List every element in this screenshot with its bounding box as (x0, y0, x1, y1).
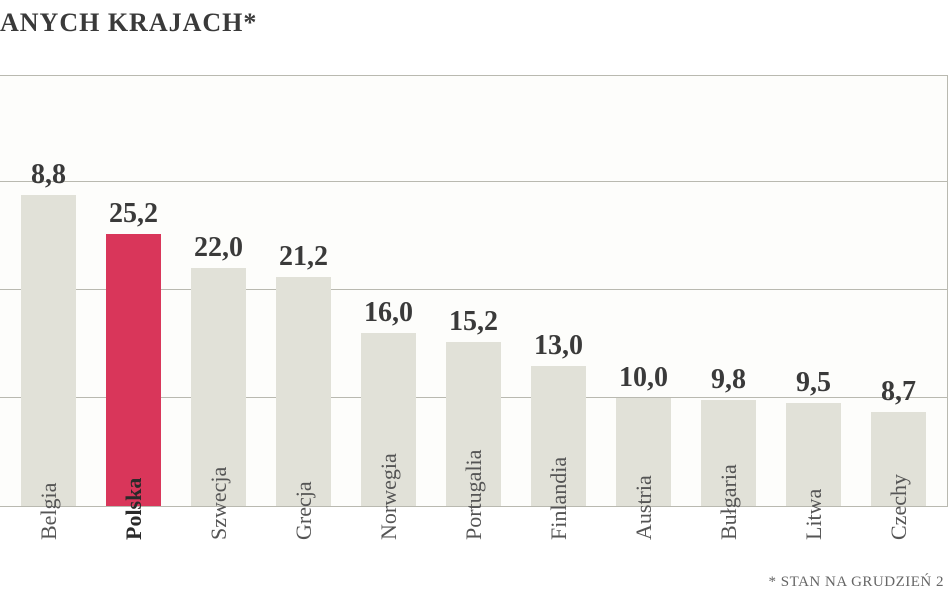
footnote: * STAN NA GRUDZIEŃ 2 (769, 574, 944, 591)
x-label-item: Finlandia (517, 512, 602, 582)
bar-item: 10,0 (601, 76, 686, 506)
bar-item: 16,0 (346, 76, 431, 506)
bar-value-label: 16,0 (364, 297, 413, 329)
bar-value-label: 9,8 (711, 364, 746, 396)
x-label-text: Szwecja (206, 467, 232, 540)
bar-value-label: 8,8 (31, 159, 66, 191)
x-label-text: Finlandia (546, 457, 572, 540)
x-label-item: Grecja (261, 512, 346, 582)
x-label-item: Szwecja (176, 512, 261, 582)
x-label-item: Polska (91, 512, 176, 582)
bar-value-label: 21,2 (279, 241, 328, 273)
x-label-item: Austria (602, 512, 687, 582)
bar-highlight (106, 234, 160, 506)
x-label-text: Belgia (36, 483, 62, 540)
bars-container: 8,8 25,2 22,0 21,2 16,0 15,2 13,0 10,0 9,8 9,5 8,7 (0, 76, 947, 506)
bar-value-label: 22,0 (194, 232, 243, 264)
x-labels-container: BelgiaPolskaSzwecjaGrecjaNorwegiaPortuga… (0, 512, 948, 582)
bar-value-label: 13,0 (534, 330, 583, 362)
x-label-text: Norwegia (376, 453, 402, 540)
bar-item: 8,7 (856, 76, 941, 506)
bar-value-label: 8,7 (881, 376, 916, 408)
bar-item: 25,2 (91, 76, 176, 506)
x-label-text: Grecja (291, 481, 317, 540)
x-label-item: Czechy (857, 512, 942, 582)
x-label-item: Bułgaria (687, 512, 772, 582)
bar-value-label: 10,0 (619, 362, 668, 394)
bar-item: 15,2 (431, 76, 516, 506)
bar-item: 13,0 (516, 76, 601, 506)
x-label-text: Czechy (886, 474, 912, 540)
x-label-item: Norwegia (346, 512, 431, 582)
x-label-item: Belgia (6, 512, 91, 582)
bar-value-label: 15,2 (449, 306, 498, 338)
chart-title: ANYCH KRAJACH* (0, 8, 257, 38)
chart-plot-area: 8,8 25,2 22,0 21,2 16,0 15,2 13,0 10,0 9,8 9,5 8,7 (0, 75, 948, 507)
x-label-text: Polska (121, 478, 147, 540)
x-label-item: Litwa (772, 512, 857, 582)
bar-value-label: 25,2 (109, 198, 158, 230)
x-label-text: Litwa (801, 489, 827, 540)
bar-item: 8,8 (6, 76, 91, 506)
bar-value-label: 9,5 (796, 367, 831, 399)
bar-item: 9,5 (771, 76, 856, 506)
x-label-text: Bułgaria (716, 464, 742, 540)
bar (276, 277, 330, 506)
x-label-item: Portugalia (431, 512, 516, 582)
bar-item: 21,2 (261, 76, 346, 506)
bar-item: 22,0 (176, 76, 261, 506)
bar (21, 195, 75, 506)
x-label-text: Portugalia (461, 450, 487, 540)
bar-item: 9,8 (686, 76, 771, 506)
x-label-text: Austria (631, 475, 657, 540)
